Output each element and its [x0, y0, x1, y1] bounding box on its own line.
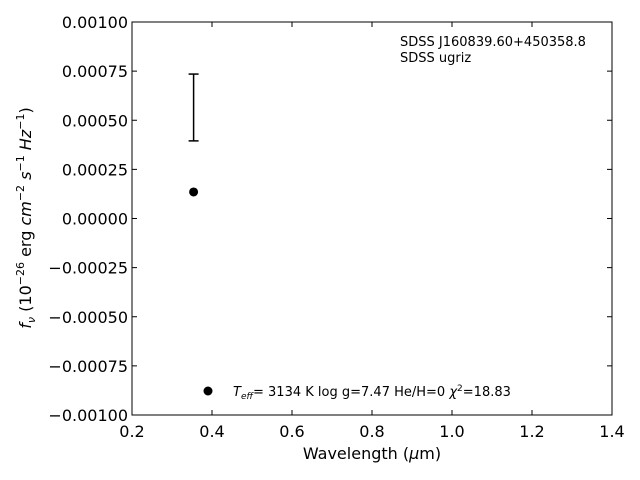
y-tick-label: −0.00100	[48, 406, 128, 425]
x-tick-label: 0.8	[359, 422, 384, 441]
y-tick-label: −0.00075	[48, 357, 128, 376]
legend-text: Teff= 3134 K log g=7.47 He/H=0 χ2=18.83	[233, 384, 511, 402]
legend-chi2: =18.83	[463, 385, 511, 400]
y-axis-label: fν (10−26 erg cm−2 s−1 Hz−1)	[14, 107, 38, 328]
x-tick-label: 0.2	[119, 422, 144, 441]
y-tick-label: −0.00050	[48, 308, 128, 327]
data-marks	[188, 73, 199, 197]
y-tick-label: 0.00000	[62, 210, 128, 229]
y-tick-label: 0.00100	[62, 13, 128, 32]
data-point	[189, 187, 199, 197]
x-axis-label: Wavelength (μm)	[303, 444, 441, 463]
annotation-survey: SDSS ugriz	[400, 51, 471, 66]
annotation-object: SDSS J160839.60+450358.8	[400, 35, 586, 50]
y-tick-label: −0.00025	[48, 259, 128, 278]
legend-logg: log g=7.47	[318, 385, 390, 400]
legend-teff: 3134 K	[268, 385, 314, 400]
legend-marker	[203, 386, 213, 396]
x-tick-label: 1.4	[599, 422, 624, 441]
x-tick-label: 1.2	[519, 422, 544, 441]
y-tick-label: 0.00025	[62, 160, 128, 179]
y-tick-label: 0.00050	[62, 111, 128, 130]
x-tick-label: 1.0	[439, 422, 464, 441]
y-axis-ticks: −0.00100 −0.00075 −0.00050 −0.00025 0.00000 0…	[48, 13, 612, 425]
legend-heh: He/H=0	[394, 385, 445, 400]
x-tick-label: 0.4	[199, 422, 224, 441]
legend: Teff= 3134 K log g=7.47 He/H=0 χ2=18.83	[203, 384, 511, 402]
x-axis-ticks: 0.2 0.4 0.6 0.8 1.0 1.2 1.4	[119, 22, 625, 441]
plot-area	[131, 21, 613, 416]
x-tick-label: 0.6	[279, 422, 304, 441]
y-tick-label: 0.00075	[62, 62, 128, 81]
